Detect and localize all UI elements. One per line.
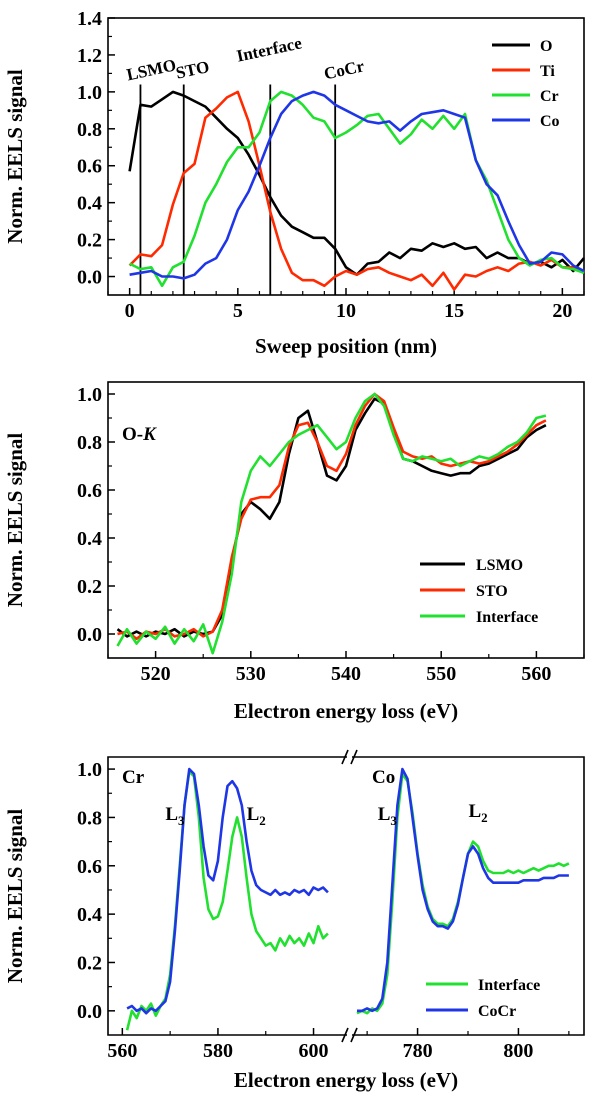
x-tick-label: 520 <box>141 663 171 685</box>
edge-label-subscript: 2 <box>259 813 266 828</box>
cr-series-cocr-line <box>126 767 329 1015</box>
x-tick-label: 550 <box>426 663 456 685</box>
panel-label: O-K <box>122 424 157 445</box>
y-tick-label: 0.8 <box>77 432 102 454</box>
series-interface-line <box>116 392 547 655</box>
x-tick-label: 0 <box>125 300 135 322</box>
x-axis-label: Sweep position (nm) <box>255 334 437 358</box>
legend-label: STO <box>476 583 508 600</box>
cr-panel-label: Cr <box>122 767 145 788</box>
x-tick-label: 580 <box>203 1040 233 1062</box>
y-tick-label: 1.2 <box>77 45 102 67</box>
x-tick-label: 600 <box>299 1040 329 1062</box>
axis-break-mark <box>350 749 358 765</box>
edge-label: L3 <box>378 804 398 828</box>
y-tick-label: 0.4 <box>77 193 102 215</box>
x-tick-label: 800 <box>503 1040 533 1062</box>
edge-label: L2 <box>247 804 266 828</box>
y-axis-label: Norm. EELS signal <box>3 69 27 244</box>
edge-label-subscript: 3 <box>390 813 397 828</box>
co-panel-label: Co <box>372 767 395 788</box>
region-label: LSMO <box>125 55 178 84</box>
edge-label: L2 <box>468 801 487 825</box>
axis-break-mark <box>341 1027 349 1043</box>
y-tick-label: 1.4 <box>77 8 102 30</box>
x-tick-label: 530 <box>236 663 266 685</box>
edge-label-letter: L <box>468 801 481 822</box>
y-axis-label: Norm. EELS signal <box>3 433 27 608</box>
y-tick-label: 0.8 <box>77 119 102 141</box>
legend-label: O <box>540 38 552 55</box>
y-tick-label: 1.0 <box>77 759 102 781</box>
edge-label-letter: L <box>165 804 178 825</box>
series-sto-line <box>117 392 547 641</box>
y-tick-label: 0.6 <box>77 856 102 878</box>
region-label: STO <box>174 57 211 83</box>
legend-label: Ti <box>540 63 555 80</box>
x-tick-label: 20 <box>552 300 572 322</box>
x-tick-label: 540 <box>331 663 361 685</box>
y-tick-label: 0.4 <box>77 528 102 550</box>
edge-label-subscript: 2 <box>481 810 488 825</box>
panel-label-italic: K <box>142 424 157 445</box>
region-label: CoCr <box>322 56 366 83</box>
legend-label: LSMO <box>476 557 523 574</box>
plot-frame-left <box>107 756 347 1036</box>
co-series-cocr-line <box>357 767 569 1013</box>
legend-label: Interface <box>478 977 540 994</box>
y-tick-label: 0.2 <box>77 230 102 252</box>
panel-label-prefix: O- <box>122 424 143 445</box>
x-tick-label: 5 <box>233 300 243 322</box>
axis-break-mark <box>341 749 349 765</box>
y-tick-label: 0.0 <box>77 267 102 289</box>
series-ti-line <box>128 90 585 291</box>
x-tick-label: 780 <box>403 1040 433 1062</box>
x-tick-label: 560 <box>107 1040 137 1062</box>
x-axis-label: Electron energy loss (eV) <box>234 699 458 723</box>
y-tick-label: 1.0 <box>77 384 102 406</box>
region-label: Interface <box>235 33 304 65</box>
x-tick-label: 10 <box>336 300 356 322</box>
x-tick-label: 560 <box>521 663 551 685</box>
y-tick-label: 1.0 <box>77 82 102 104</box>
edge-label-letter: L <box>247 804 260 825</box>
legend-label: Co <box>540 113 560 130</box>
legend-label: CoCr <box>478 1003 516 1020</box>
y-tick-label: 0.6 <box>77 156 102 178</box>
y-tick-label: 0.8 <box>77 807 102 829</box>
edge-label: L3 <box>165 804 185 828</box>
y-tick-label: 0.0 <box>77 624 102 646</box>
y-tick-label: 0.6 <box>77 480 102 502</box>
series-co-line <box>129 90 585 280</box>
plot-frame-right <box>352 756 585 1036</box>
edge-label-letter: L <box>378 804 391 825</box>
edge-label-subscript: 3 <box>178 813 185 828</box>
axis-break-mark <box>350 1027 358 1043</box>
series-lsmo-line <box>116 397 547 638</box>
y-tick-label: 0.2 <box>77 952 102 974</box>
series-cr-line <box>129 90 585 288</box>
legend-label: Cr <box>540 88 559 105</box>
cr-series-interface-line <box>125 770 329 1031</box>
x-axis-label: Electron energy loss (eV) <box>234 1068 458 1092</box>
y-tick-label: 0.2 <box>77 576 102 598</box>
legend-label: Interface <box>476 609 538 626</box>
y-tick-label: 0.0 <box>77 1001 102 1023</box>
y-tick-label: 0.4 <box>77 904 102 926</box>
y-axis-label: Norm. EELS signal <box>3 809 27 984</box>
x-tick-label: 15 <box>444 300 464 322</box>
